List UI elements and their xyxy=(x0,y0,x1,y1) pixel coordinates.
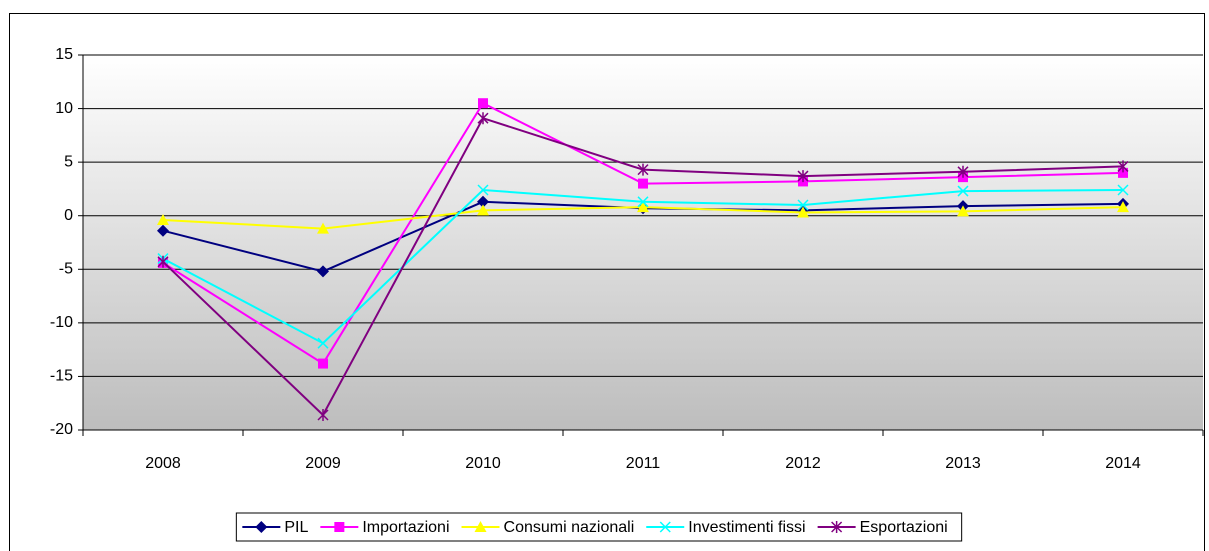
marker xyxy=(477,204,489,216)
marker xyxy=(477,112,489,125)
marker xyxy=(255,521,268,533)
marker xyxy=(1117,160,1129,173)
y-tick-label: 10 xyxy=(55,100,73,117)
marker xyxy=(317,409,329,421)
marker xyxy=(1118,167,1128,178)
marker xyxy=(1117,201,1129,213)
y-tick-label: -10 xyxy=(50,314,73,331)
x-tick-label: 2008 xyxy=(145,455,181,472)
marker xyxy=(334,522,345,532)
marker xyxy=(1117,184,1129,196)
marker xyxy=(317,222,329,234)
x-tick-label: 2013 xyxy=(945,455,981,472)
marker xyxy=(957,165,969,178)
x-tick-label: 2012 xyxy=(785,455,821,472)
marker xyxy=(478,98,488,109)
marker xyxy=(637,163,649,176)
marker xyxy=(957,205,969,217)
marker xyxy=(637,196,649,208)
y-tick-label: 0 xyxy=(64,207,73,224)
marker xyxy=(157,214,169,225)
y-tick-label: -15 xyxy=(50,368,73,385)
x-tick-label: 2014 xyxy=(1105,455,1141,472)
marker xyxy=(659,521,671,533)
x-tick-label: 2009 xyxy=(305,455,341,472)
marker xyxy=(797,206,809,218)
y-tick-label: -20 xyxy=(50,421,73,438)
legend-label: PIL xyxy=(284,519,308,536)
marker xyxy=(317,337,329,349)
legend-label: Consumi nazionali xyxy=(504,519,635,536)
marker xyxy=(797,199,809,211)
marker xyxy=(318,358,328,369)
marker xyxy=(831,521,843,533)
marker xyxy=(477,195,489,208)
x-tick-label: 2011 xyxy=(626,455,661,472)
marker xyxy=(157,255,169,268)
y-tick-label: 5 xyxy=(64,153,73,170)
marker xyxy=(637,201,649,213)
y-tick-label: -5 xyxy=(59,261,73,278)
marker xyxy=(157,224,169,237)
x-tick-label: 2010 xyxy=(465,455,501,472)
legend-label: Esportazioni xyxy=(860,519,948,536)
marker xyxy=(317,265,329,278)
marker xyxy=(957,185,969,197)
marker xyxy=(474,521,487,532)
plot-area xyxy=(83,55,1203,430)
y-tick-label: 15 xyxy=(55,46,73,63)
legend-label: Importazioni xyxy=(362,519,449,536)
marker xyxy=(477,184,489,196)
marker xyxy=(797,170,809,183)
legend: PIL Importazioni Consumi nazionali Investim… xyxy=(235,512,963,542)
legend-label: Investimenti fissi xyxy=(688,519,805,536)
marker xyxy=(638,178,648,189)
